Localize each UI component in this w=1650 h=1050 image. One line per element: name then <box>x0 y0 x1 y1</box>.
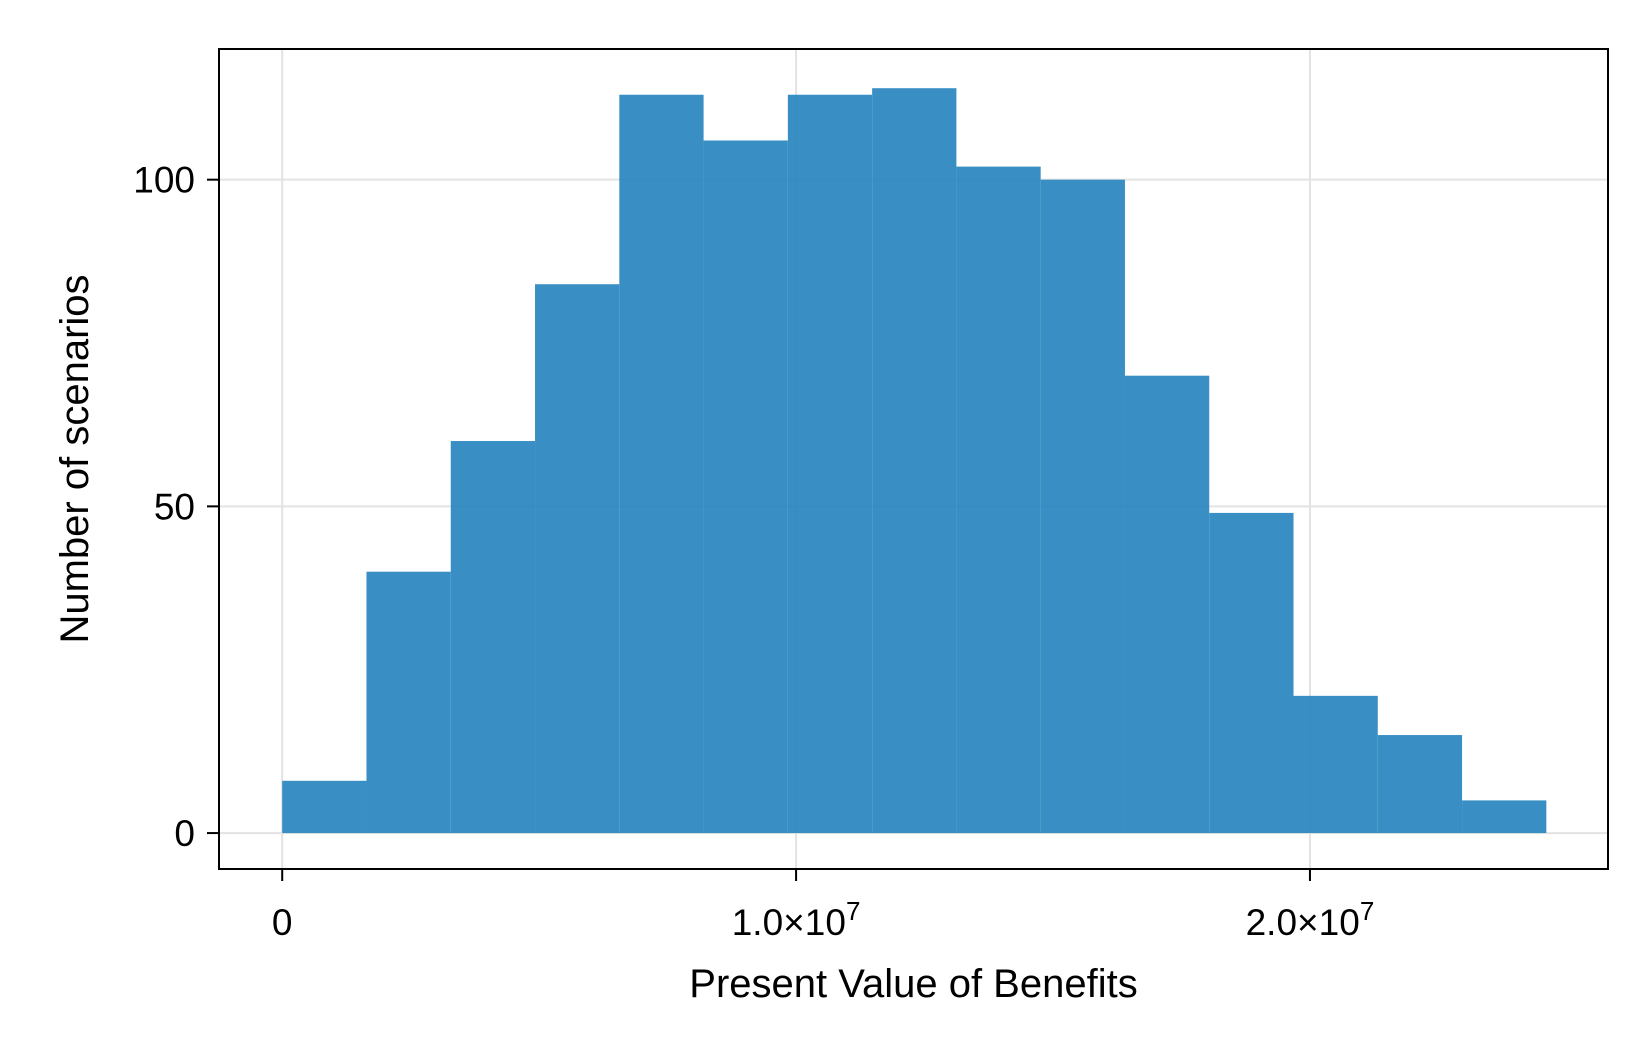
histogram-bar-13 <box>1377 735 1463 834</box>
x-tick-label-0: 0 <box>272 902 293 943</box>
histogram-bar-11 <box>1209 512 1294 834</box>
histogram-bar-1 <box>366 571 451 834</box>
y-tick-label-0: 0 <box>174 813 195 854</box>
y-tick-label-2: 100 <box>133 160 195 201</box>
histogram-bars <box>282 88 1547 834</box>
y-axis-title: Number of scenarios <box>53 274 97 643</box>
histogram-bar-14 <box>1462 800 1547 834</box>
x-axis-title: Present Value of Benefits <box>689 962 1137 1006</box>
histogram-bar-8 <box>956 166 1041 834</box>
plot-frame <box>218 48 1609 870</box>
histogram-bar-4 <box>619 94 704 834</box>
histogram-bar-2 <box>450 441 536 834</box>
histogram-bar-7 <box>872 88 957 834</box>
histogram-bar-3 <box>535 284 620 834</box>
histogram-bar-6 <box>787 94 873 834</box>
y-axis-ticks: 0 50 100 <box>133 160 219 854</box>
histogram-bar-10 <box>1124 375 1210 834</box>
histogram-bar-5 <box>703 140 788 834</box>
x-tick-label-2: 2.0×107 <box>1246 896 1375 943</box>
y-tick-label-1: 50 <box>154 486 195 527</box>
histogram-bar-12 <box>1293 695 1378 834</box>
x-tick-label-1: 1.0×107 <box>732 896 861 943</box>
x-axis-ticks: 0 1.0×107 2.0×107 <box>272 869 1374 943</box>
histogram-bar-0 <box>282 780 367 834</box>
histogram-bar-9 <box>1040 179 1125 834</box>
